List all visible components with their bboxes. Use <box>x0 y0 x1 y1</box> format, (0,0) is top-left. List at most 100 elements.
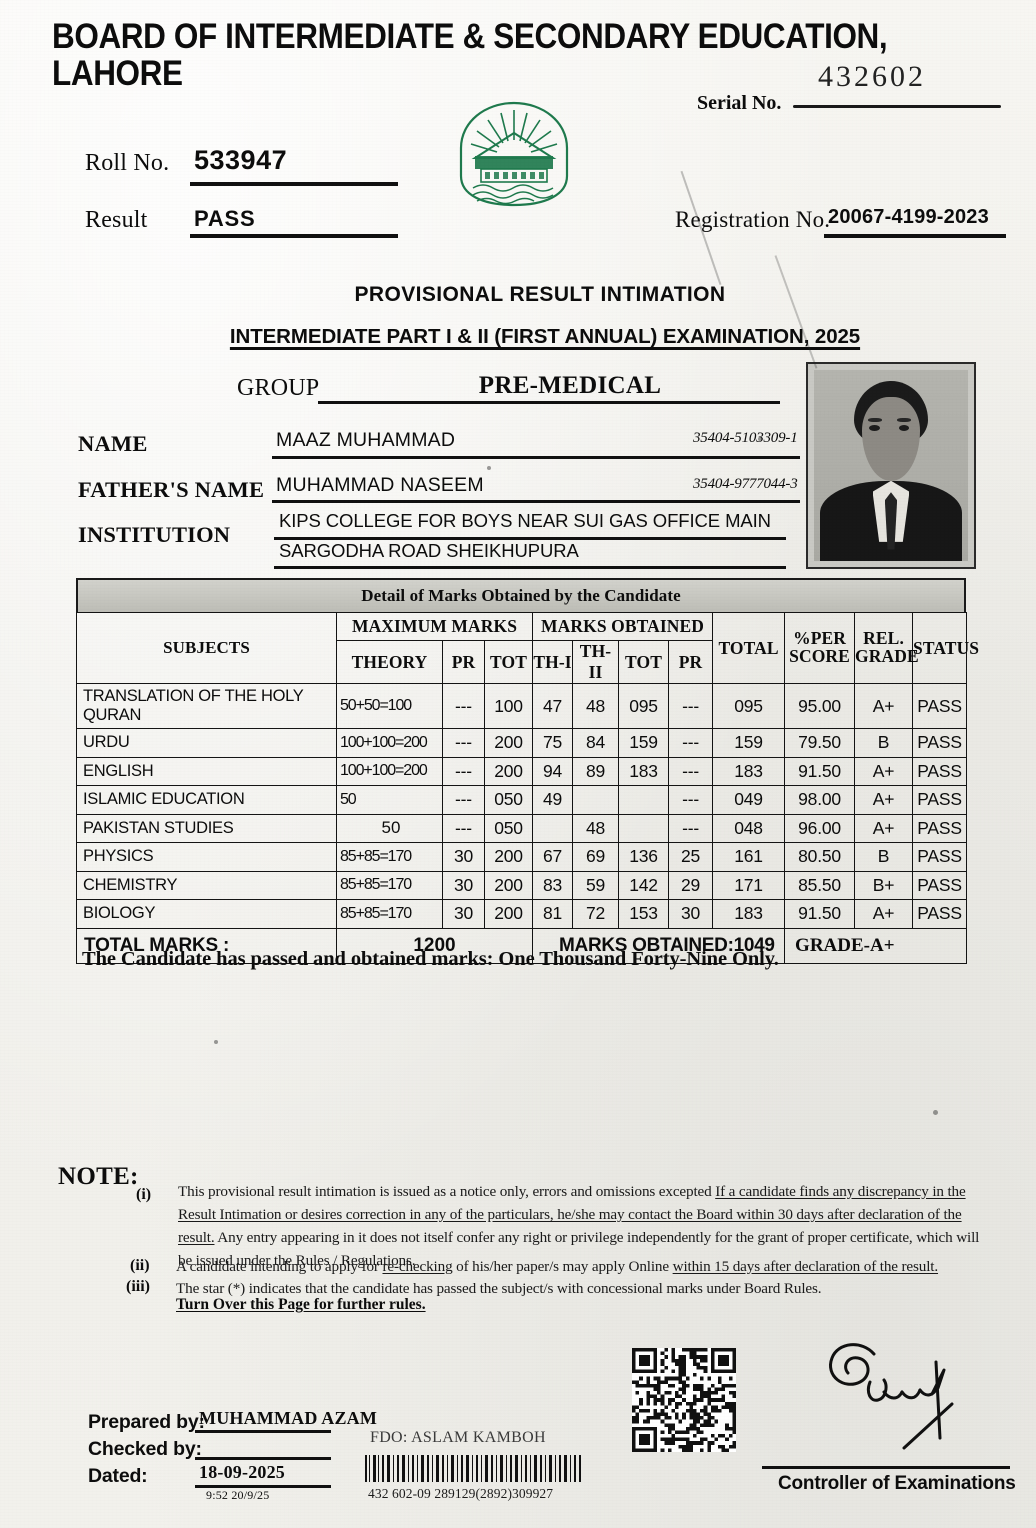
table-row: CHEMISTRY 85+85=170 30 200 83 59 142 29 171 85.50… <box>76 870 968 900</box>
cell-obt-tot: 095 <box>618 683 670 729</box>
cell-theory: 100+100=200 <box>336 728 443 758</box>
prepared-by-value: MUHAMMAD AZAM <box>199 1408 378 1428</box>
institution-rule-1 <box>274 537 786 540</box>
cell-th1: 94 <box>532 756 574 786</box>
note-turn-over: Turn Over this Page for further rules. <box>176 1296 426 1313</box>
cell-max-tot: 200 <box>483 842 534 872</box>
cell-total: 049 <box>712 785 786 815</box>
note1-part-c: Any entry appearing in it does not itsel… <box>178 1229 980 1270</box>
barcode-text: 432 602-09 289129(2892)309927 <box>368 1486 554 1501</box>
cell-total: 159 <box>712 728 786 758</box>
cell-obt-pr: 30 <box>668 899 714 929</box>
cell-total: 171 <box>712 870 786 900</box>
father-name: MUHAMMAD NASEEM <box>276 474 484 496</box>
cell-theory: 85+85=170 <box>336 842 443 872</box>
note2-part-d: within 15 days after declaration of the … <box>672 1258 939 1275</box>
cell-subject: PHYSICS <box>76 842 337 872</box>
cell-theory: 85+85=170 <box>336 899 443 929</box>
cell-percent: 80.50 <box>784 842 856 872</box>
cell-status: PASS <box>912 899 968 929</box>
note-marker-i: (i) <box>136 1186 152 1203</box>
board-title: BOARD OF INTERMEDIATE & SECONDARY EDUCAT… <box>52 15 888 94</box>
cell-max-pr: --- <box>442 813 485 843</box>
cell-grade: A+ <box>854 899 914 929</box>
cell-percent: 96.00 <box>784 813 856 843</box>
th-subjects: SUBJECTS <box>76 612 337 684</box>
cell-th2: 59 <box>572 870 620 900</box>
cell-percent: 91.50 <box>784 756 856 786</box>
th-percent-score: %PER SCORE <box>784 612 856 684</box>
th-marks-obtained: MARKS OBTAINED <box>532 612 714 641</box>
dated-value: 18-09-2025 <box>199 1462 285 1482</box>
cell-percent: 79.50 <box>784 728 856 758</box>
cell-max-tot: 200 <box>483 728 534 758</box>
barcode <box>365 1455 581 1482</box>
cell-max-tot: 200 <box>483 756 534 786</box>
cell-theory: 50+50=100 <box>336 683 443 729</box>
serial-no-rule <box>793 105 1001 108</box>
cell-max-tot: 200 <box>483 870 534 900</box>
cell-percent: 85.50 <box>784 870 856 900</box>
cell-grade: A+ <box>854 785 914 815</box>
overall-grade-value: GRADE-A+ <box>784 927 968 964</box>
th-rel-grade: REL. GRADE <box>854 612 919 684</box>
cell-th2: 72 <box>572 899 620 929</box>
cell-th1: 83 <box>532 870 574 900</box>
th-status: STATUS <box>912 612 979 684</box>
cell-percent: 95.00 <box>784 683 856 729</box>
result-value: PASS <box>194 206 256 231</box>
cell-total: 095 <box>712 683 786 729</box>
signature-rule <box>762 1466 1010 1469</box>
registration-no-value: 20067-4199-2023 <box>828 206 989 228</box>
cell-max-tot: 050 <box>483 813 534 843</box>
cell-obt-tot: 153 <box>618 899 670 929</box>
note2-part-c: of his/her paper/s may apply Online <box>452 1258 673 1275</box>
cell-theory: 85+85=170 <box>336 870 443 900</box>
cell-grade: A+ <box>854 813 914 843</box>
marks-banner-text: Detail of Marks Obtained by the Candidat… <box>361 586 681 605</box>
date-time-stamp: 9:52 20/9/25 <box>206 1488 270 1502</box>
table-row: PHYSICS 85+85=170 30 200 67 69 136 25 161 80.50 B P… <box>76 842 968 872</box>
cell-th1: 47 <box>532 683 574 729</box>
table-header-group-row: SUBJECTS MAXIMUM MARKS MARKS OBTAINED TO… <box>76 612 979 684</box>
checked-by-label: Checked by: <box>88 1438 202 1460</box>
cell-obt-pr: --- <box>668 728 714 758</box>
cell-obt-tot: 183 <box>618 756 670 786</box>
cell-th1: 75 <box>532 728 574 758</box>
cell-th2 <box>572 785 620 815</box>
cell-total: 183 <box>712 756 786 786</box>
cell-percent: 91.50 <box>784 899 856 929</box>
cell-max-tot: 050 <box>483 785 534 815</box>
cell-subject: CHEMISTRY <box>76 870 337 900</box>
cell-theory: 100+100=200 <box>336 756 443 786</box>
note-item-2: A candidate intending to apply for re-ch… <box>176 1255 986 1278</box>
table-row: BIOLOGY 85+85=170 30 200 81 72 153 30 183 91.50 A+… <box>76 899 968 929</box>
cell-max-pr: --- <box>442 756 485 786</box>
cell-obt-pr: --- <box>668 683 714 729</box>
institution-line-2: SARGODHA ROAD SHEIKHUPURA <box>279 540 579 561</box>
fdo-name: FDO: ASLAM KAMBOH <box>370 1429 546 1446</box>
name-rule <box>272 456 800 459</box>
note-item-3: The star (*) indicates that the candidat… <box>176 1280 822 1297</box>
cell-theory: 50 <box>336 813 443 843</box>
cell-th1: 67 <box>532 842 574 872</box>
cell-percent: 98.00 <box>784 785 856 815</box>
father-name-rule <box>272 500 800 503</box>
cell-obt-pr: --- <box>668 785 714 815</box>
cell-total: 183 <box>712 899 786 929</box>
cell-status: PASS <box>912 728 968 758</box>
group-label: GROUP <box>237 375 320 401</box>
th-obt-pr: PR <box>668 640 714 684</box>
cell-total: 048 <box>712 813 786 843</box>
cell-max-pr: --- <box>442 683 485 729</box>
cell-max-pr: 30 <box>442 842 485 872</box>
marks-banner: Detail of Marks Obtained by the Candidat… <box>76 578 966 612</box>
group-value: PRE-MEDICAL <box>478 372 662 399</box>
father-name-label: FATHER'S NAME <box>78 477 265 502</box>
scan-speck <box>758 437 762 441</box>
cell-max-tot: 200 <box>483 899 534 929</box>
th-max-tot: TOT <box>483 640 534 684</box>
cell-status: PASS <box>912 683 968 729</box>
roll-no-value: 533947 <box>194 145 288 175</box>
table-row: ISLAMIC EDUCATION 50 --- 050 49 --- 049 98.00 A+… <box>76 785 968 815</box>
